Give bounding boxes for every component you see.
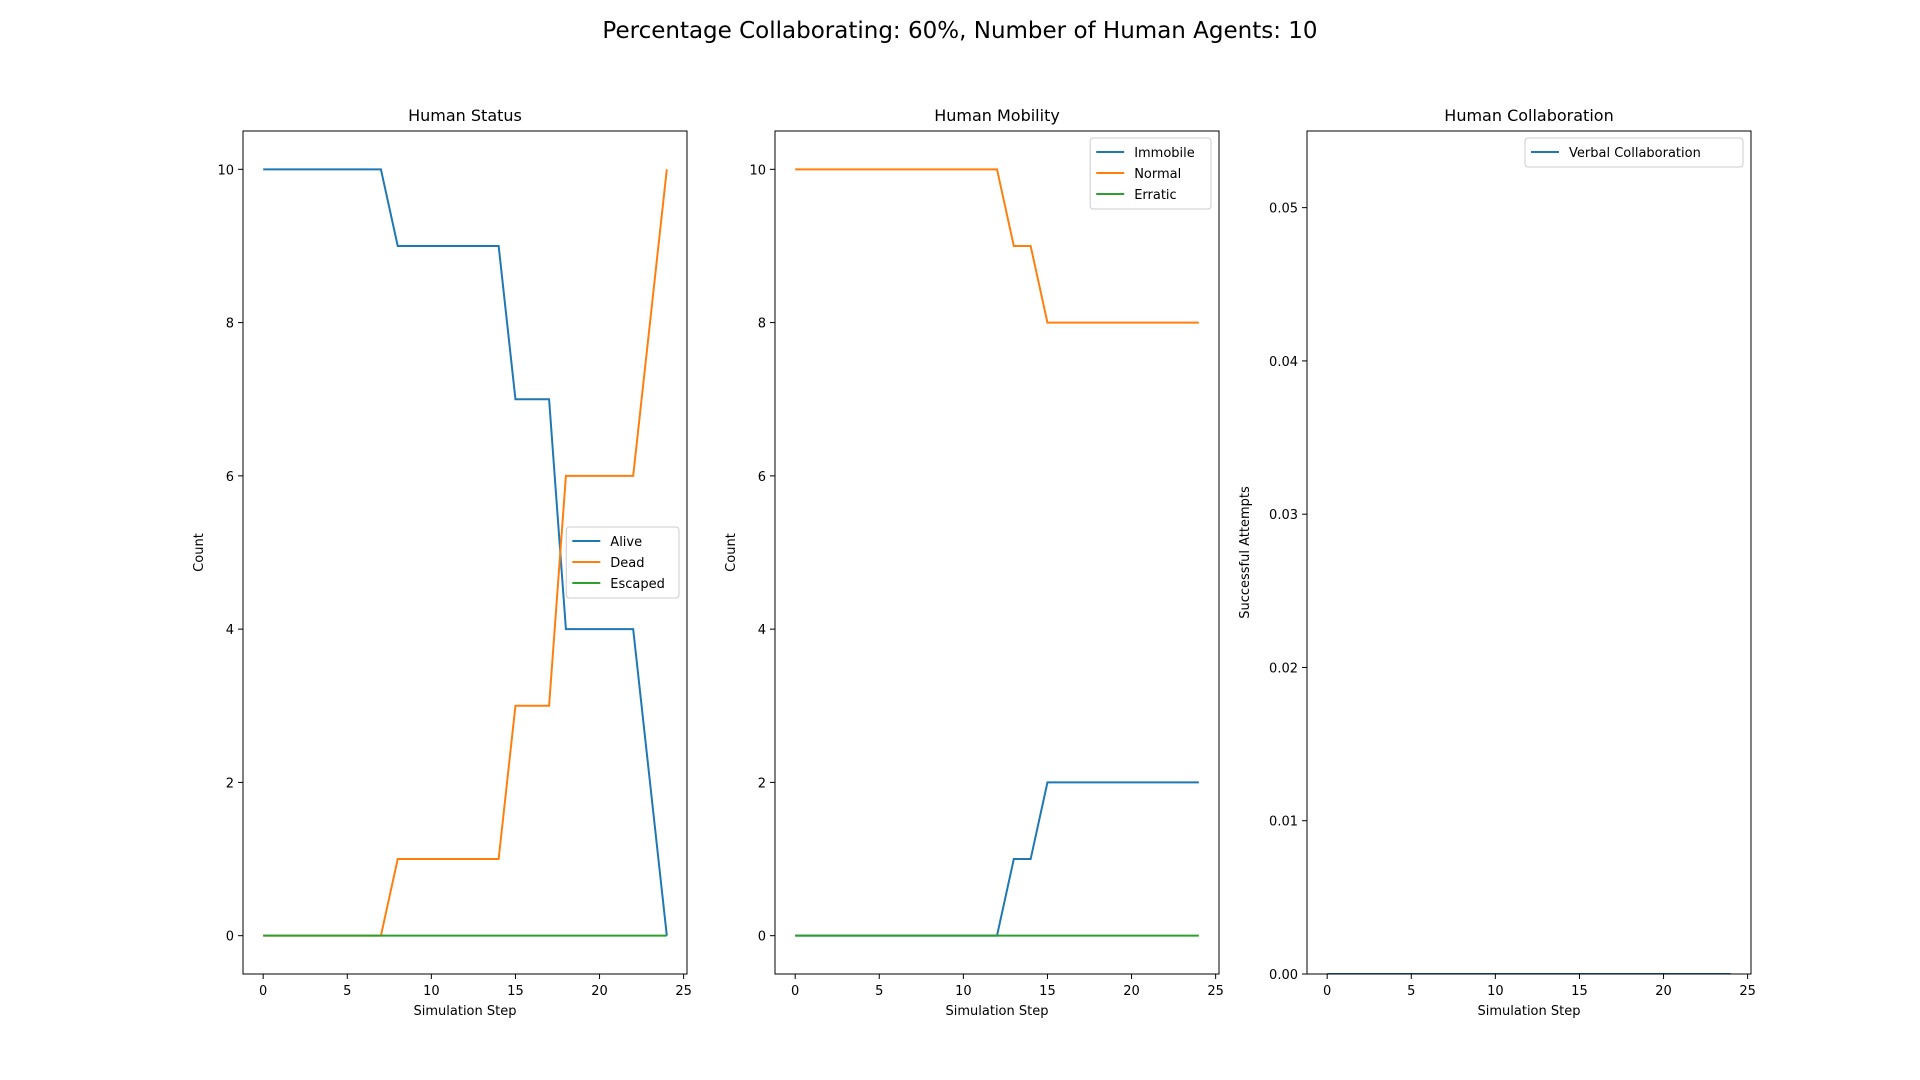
y-axis-label: Count — [192, 533, 207, 572]
x-axis-label: Simulation Step — [414, 1004, 517, 1019]
axes-frame — [774, 130, 1220, 975]
x-tick-label: 15 — [1039, 984, 1056, 999]
y-tick-label: 0.02 — [1269, 661, 1298, 676]
x-tick-label: 10 — [423, 984, 440, 999]
axes-frame — [1306, 130, 1752, 975]
legend-frame — [1524, 137, 1744, 168]
y-axis-label: Successful Attempts — [1238, 486, 1253, 619]
x-tick-label: 0 — [791, 984, 799, 999]
x-tick-label: 0 — [259, 984, 267, 999]
x-tick-label: 25 — [1207, 984, 1224, 999]
chart-title: Human Mobility — [934, 106, 1060, 125]
series-line-normal — [795, 168, 1199, 324]
y-tick-label: 0 — [758, 930, 766, 945]
x-axis-label: Simulation Step — [1478, 1004, 1581, 1019]
y-tick-label: 0.04 — [1269, 355, 1298, 370]
legend-entry: Dead — [610, 556, 644, 571]
axes-frame — [242, 130, 688, 975]
x-tick-label: 15 — [1571, 984, 1588, 999]
x-tick-label: 5 — [1407, 984, 1415, 999]
legend-entry: Escaped — [610, 577, 665, 592]
chart-panel-3: Human Collaboration 0 5 10 15 20 25 0.00 0.01 0.0… — [1238, 106, 1756, 1019]
y-axis-label: Count — [724, 533, 739, 572]
legend-entry: Normal — [1134, 167, 1181, 182]
chart-panel-1: Human Status 0 5 10 15 20 25 0 2 4 6 8 10 Simulation … — [192, 106, 692, 1019]
y-tick-label: 8 — [226, 317, 234, 332]
x-tick-label: 5 — [875, 984, 883, 999]
series-group — [263, 168, 668, 937]
legend: Verbal Collaboration — [1524, 137, 1744, 168]
y-tick-label: 0.00 — [1269, 968, 1298, 983]
chart-title: Human Collaboration — [1444, 106, 1613, 125]
legend-entry: Erratic — [1134, 188, 1177, 203]
y-tick-label: 2 — [758, 776, 766, 791]
x-tick-label: 25 — [675, 984, 692, 999]
x-tick-label: 25 — [1739, 984, 1756, 999]
y-tick-label: 0.05 — [1269, 202, 1298, 217]
figure-suptitle: Percentage Collaborating: 60%, Number of… — [602, 18, 1318, 44]
y-tick-label: 0.03 — [1269, 508, 1298, 523]
series-line-immobile — [795, 781, 1199, 937]
y-tick-label: 2 — [226, 776, 234, 791]
x-tick-label: 0 — [1323, 984, 1331, 999]
x-tick-label: 20 — [1123, 984, 1140, 999]
chart-title: Human Status — [408, 106, 522, 125]
legend-frame — [1089, 137, 1212, 210]
x-tick-label: 20 — [591, 984, 608, 999]
x-tick-label: 15 — [507, 984, 524, 999]
chart-panel-2: Human Mobility 0 5 10 15 20 25 0 2 4 6 8 10 Simulatio… — [724, 106, 1224, 1019]
y-tick-label: 0.01 — [1269, 815, 1298, 830]
legend: Immobile Normal Erratic — [1089, 137, 1212, 210]
y-tick-label: 8 — [758, 317, 766, 332]
x-axis-label: Simulation Step — [946, 1004, 1049, 1019]
x-tick-label: 10 — [955, 984, 972, 999]
x-tick-label: 5 — [343, 984, 351, 999]
y-tick-label: 10 — [749, 163, 766, 178]
x-tick-label: 20 — [1655, 984, 1672, 999]
series-line-alive — [263, 168, 668, 936]
y-tick-label: 6 — [758, 470, 766, 485]
legend-frame — [565, 526, 680, 599]
y-tick-label: 0 — [226, 930, 234, 945]
y-tick-label: 6 — [226, 470, 234, 485]
y-tick-label: 4 — [758, 623, 766, 638]
x-tick-label: 10 — [1487, 984, 1504, 999]
y-tick-label: 10 — [217, 163, 234, 178]
legend: Alive Dead Escaped — [565, 526, 680, 599]
series-group — [795, 168, 1199, 937]
legend-entry: Immobile — [1134, 146, 1195, 161]
y-tick-label: 4 — [226, 623, 234, 638]
legend-entry: Alive — [610, 535, 642, 550]
legend-entry: Verbal Collaboration — [1569, 146, 1701, 161]
